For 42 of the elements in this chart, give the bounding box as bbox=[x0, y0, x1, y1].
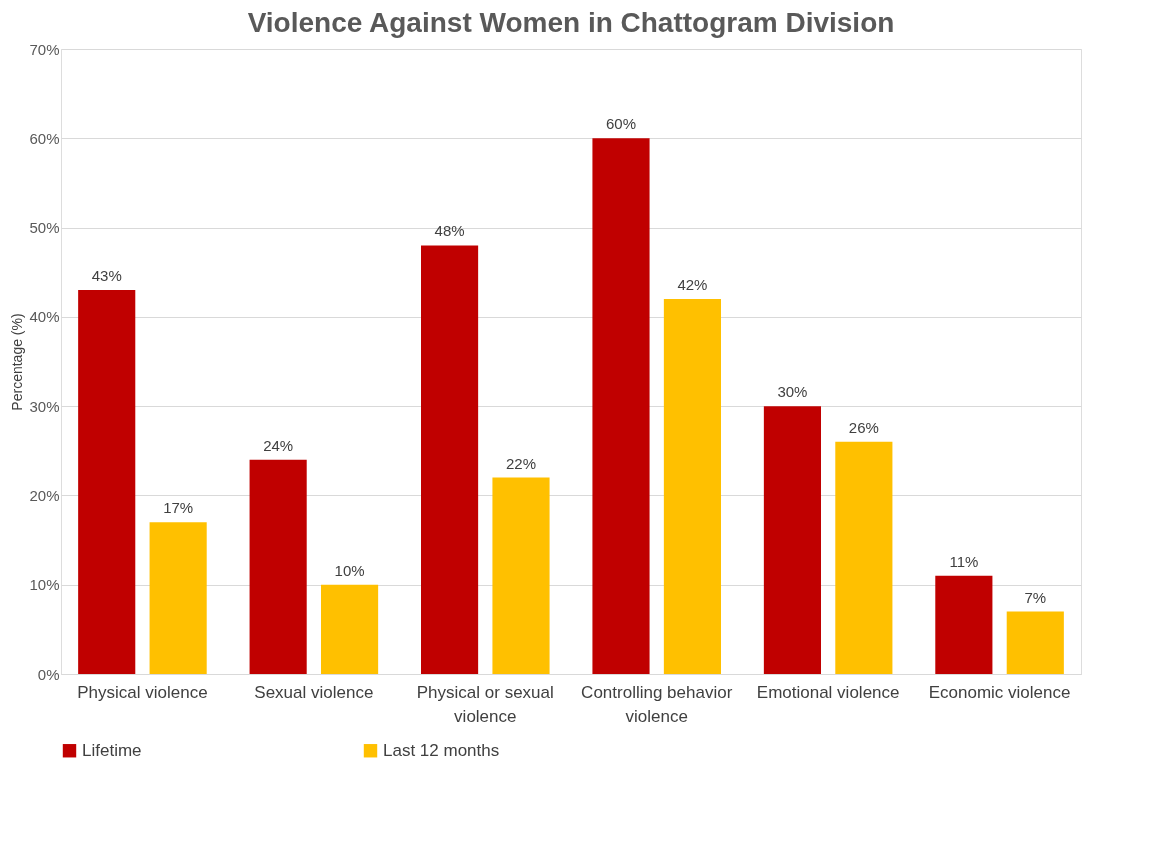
x-tick-label: Sexual violence bbox=[254, 682, 374, 702]
data-label: 22% bbox=[505, 454, 537, 472]
y-tick-label: 50% bbox=[29, 219, 60, 237]
bar bbox=[663, 299, 721, 674]
data-label: 30% bbox=[777, 383, 808, 401]
data-label: 26% bbox=[848, 418, 879, 436]
bar bbox=[592, 138, 650, 674]
x-tick-label: Emotional violence bbox=[756, 682, 900, 702]
y-tick-label: 40% bbox=[29, 308, 60, 326]
bar bbox=[149, 522, 207, 674]
data-label: 48% bbox=[434, 222, 465, 240]
bar bbox=[249, 459, 307, 674]
bar bbox=[321, 584, 379, 674]
x-tick-label: Physical or sexual violence bbox=[416, 682, 554, 726]
data-label: 60% bbox=[605, 115, 637, 133]
y-tick-label: 70% bbox=[29, 40, 60, 58]
y-tick-label: 60% bbox=[29, 129, 60, 147]
bar bbox=[835, 441, 893, 674]
data-label: 7% bbox=[1024, 588, 1047, 606]
data-label: 43% bbox=[91, 267, 122, 285]
legend-label: Lifetime bbox=[82, 740, 142, 760]
data-label: 42% bbox=[677, 276, 708, 293]
data-label: 24% bbox=[263, 436, 294, 454]
bar bbox=[492, 477, 550, 674]
legend-label: Last 12 months bbox=[383, 740, 500, 760]
bar bbox=[78, 290, 136, 674]
y-tick-label: 0% bbox=[37, 665, 60, 683]
data-label: 10% bbox=[334, 561, 365, 579]
x-tick-label: Physical violence bbox=[77, 682, 208, 702]
y-tick-label: 10% bbox=[29, 576, 60, 594]
y-tick-label: 20% bbox=[29, 486, 60, 504]
bar bbox=[1006, 611, 1064, 674]
data-label: 11% bbox=[949, 552, 979, 570]
bar bbox=[763, 406, 821, 674]
chart-title: Violence Against Women in Chattogram Division bbox=[247, 7, 895, 38]
data-label: 17% bbox=[163, 499, 194, 517]
x-tick-label: Economic violence bbox=[928, 682, 1071, 702]
bar bbox=[421, 245, 479, 674]
bar bbox=[935, 575, 993, 674]
y-tick-label: 30% bbox=[29, 397, 60, 415]
x-tick-label: Controlling behavior violence bbox=[581, 682, 733, 726]
y-axis-title: Percentage (%) bbox=[9, 313, 26, 411]
